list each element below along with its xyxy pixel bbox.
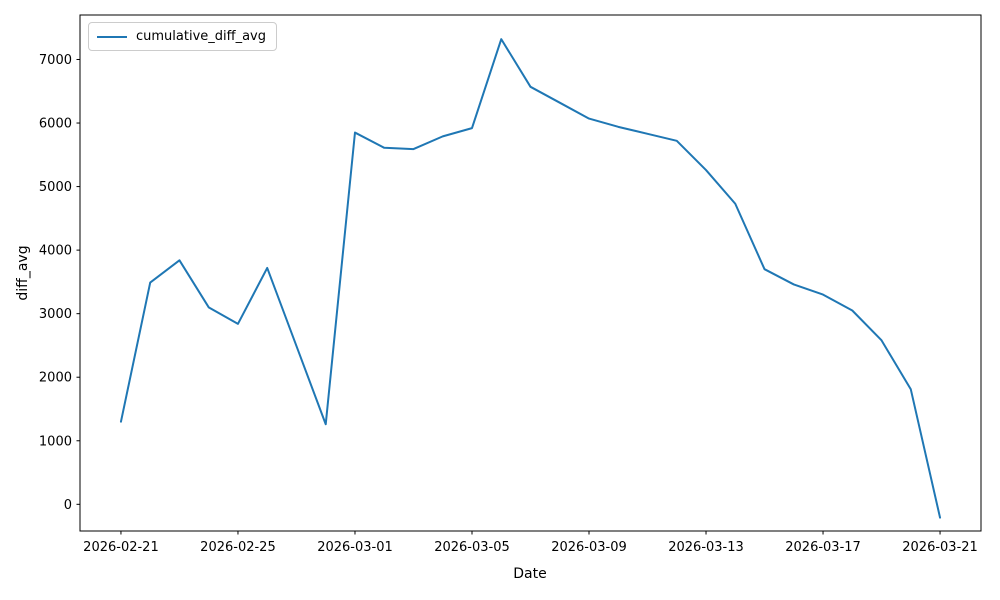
x-tick-label: 2026-03-13 [668, 540, 744, 555]
legend: cumulative_diff_avg [88, 22, 277, 51]
y-tick-label: 4000 [39, 244, 72, 259]
x-tick-label: 2026-03-17 [785, 540, 861, 555]
x-tick-label: 2026-03-01 [317, 540, 393, 555]
y-tick-label: 1000 [39, 434, 72, 449]
x-axis-label: Date [513, 566, 547, 582]
axes-frame [79, 14, 982, 532]
y-tick-label: 0 [64, 498, 72, 513]
y-tick-label: 5000 [39, 180, 72, 195]
y-axis-label: diff_avg [15, 245, 31, 301]
x-tick-label: 2026-03-21 [902, 540, 978, 555]
legend-line-swatch [97, 35, 127, 38]
x-tick-label: 2026-03-09 [551, 540, 627, 555]
x-tick-label: 2026-02-25 [200, 540, 276, 555]
legend-label: cumulative_diff_avg [136, 28, 266, 44]
x-tick-label: 2026-03-05 [434, 540, 510, 555]
x-tick-label: 2026-02-21 [83, 540, 159, 555]
y-tick-label: 7000 [39, 53, 72, 68]
y-tick-label: 6000 [39, 117, 72, 132]
y-tick-label: 2000 [39, 371, 72, 386]
cumulative-diff-avg-line [119, 38, 942, 519]
y-tick-label: 3000 [39, 307, 72, 322]
